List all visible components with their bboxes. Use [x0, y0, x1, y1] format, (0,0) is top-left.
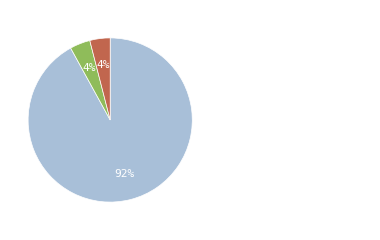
Text: 92%: 92%: [114, 169, 134, 179]
Wedge shape: [71, 41, 110, 120]
Legend: Centre for Biodiversity
Genomics [46], Mined from GenBank, NCBI [2], Ilia State : Centre for Biodiversity Genomics [46], M…: [218, 17, 380, 81]
Text: 4%: 4%: [83, 63, 97, 73]
Text: 4%: 4%: [97, 60, 110, 70]
Wedge shape: [90, 38, 110, 120]
Wedge shape: [28, 38, 192, 202]
